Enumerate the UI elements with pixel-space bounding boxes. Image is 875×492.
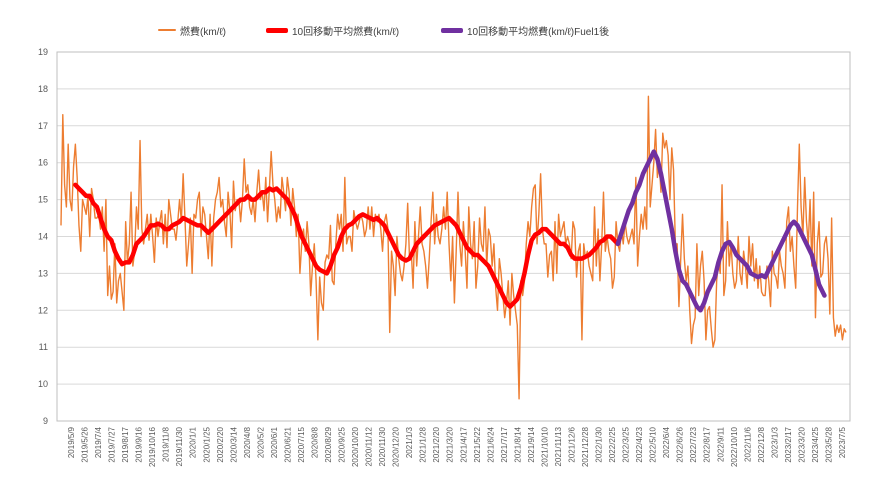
- x-tick-label: 2019/10/16: [148, 426, 157, 467]
- x-tick-label: 2022/6/4: [662, 426, 671, 458]
- x-tick-label: 2022/10/10: [730, 426, 739, 467]
- x-tick-label: 2023/3/20: [797, 426, 806, 462]
- x-tick-label: 2022/7/23: [689, 426, 698, 462]
- x-tick-label: 2019/5/9: [67, 426, 76, 458]
- x-tick-label: 2021/3/20: [446, 426, 455, 462]
- x-tick-label: 2020/6/21: [283, 426, 292, 462]
- x-tick-label: 2020/1/25: [202, 426, 211, 462]
- legend-swatch: [158, 29, 176, 31]
- y-tick-label: 14: [38, 232, 48, 242]
- x-tick-label: 2022/9/11: [716, 426, 725, 462]
- x-tick-label: 2023/7/5: [838, 426, 847, 458]
- x-tick-label: 2022/12/8: [757, 426, 766, 462]
- x-tick-label: 2022/11/6: [743, 426, 752, 462]
- y-tick-label: 18: [38, 84, 48, 94]
- x-tick-label: 2023/4/25: [811, 426, 820, 462]
- x-tick-label: 2021/4/17: [459, 426, 468, 462]
- x-tick-label: 2021/8/14: [513, 426, 522, 462]
- x-tick-label: 2020/5/2: [256, 426, 265, 458]
- x-tick-label: 2019/9/16: [135, 426, 144, 462]
- x-tick-label: 2020/8/29: [324, 426, 333, 462]
- y-tick-label: 9: [43, 416, 48, 426]
- x-tick-label: 2020/1/1: [189, 426, 198, 458]
- legend-label: 10回移動平均燃費(km/ℓ): [292, 26, 400, 38]
- x-tick-label: 2020/3/14: [229, 426, 238, 462]
- legend-item-fuel-economy: 燃費(km/ℓ): [158, 20, 226, 40]
- x-tick-label: 2019/11/30: [175, 426, 184, 466]
- x-tick-label: 2022/5/10: [649, 426, 658, 462]
- y-tick-label: 15: [38, 195, 48, 205]
- x-tick-label: 2021/12/28: [581, 426, 590, 467]
- x-tick-label: 2022/6/26: [676, 426, 685, 462]
- plot-area: [56, 51, 851, 422]
- x-tick-label: 2020/11/12: [365, 426, 374, 466]
- x-tick-label: 2021/7/17: [500, 426, 509, 462]
- x-tick-label: 2023/2/17: [784, 426, 793, 462]
- x-tick-label: 2021/12/6: [567, 426, 576, 462]
- x-tick-label: 2019/11/8: [162, 426, 171, 462]
- legend: 燃費(km/ℓ) 10回移動平均燃費(km/ℓ) 10回移動平均燃費(km/ℓ)Fu…: [0, 20, 875, 40]
- x-tick-label: 2023/1/3: [770, 426, 779, 458]
- x-tick-label: 2021/10/10: [540, 426, 549, 467]
- series-line-moving-average-fuel1: [615, 149, 827, 313]
- x-tick-label: 2022/8/17: [703, 426, 712, 462]
- x-tick-label: 2020/9/25: [338, 426, 347, 462]
- x-tick-label: 2021/11/13: [554, 426, 563, 466]
- x-tick-label: 2023/5/28: [824, 426, 833, 462]
- x-tick-label: 2022/4/23: [635, 426, 644, 462]
- x-tick-label: 2021/1/28: [419, 426, 428, 462]
- x-tick-label: 2021/1/3: [405, 426, 414, 458]
- x-tick-label: 2020/12/20: [392, 426, 401, 467]
- x-tick-label: 2020/4/8: [243, 426, 252, 458]
- x-tick-label: 2020/10/20: [351, 426, 360, 467]
- y-tick-label: 19: [38, 47, 48, 57]
- legend-label: 10回移動平均燃費(km/ℓ)Fuel1後: [467, 26, 610, 38]
- series-line-fuel-economy: [60, 95, 847, 400]
- x-tick-label: 2022/1/30: [595, 426, 604, 462]
- x-tick-label: 2021/2/20: [432, 426, 441, 462]
- legend-swatch: [441, 27, 463, 33]
- y-tick-label: 16: [38, 158, 48, 168]
- x-tick-label: 2022/3/25: [622, 426, 631, 462]
- x-tick-label: 2020/2/20: [216, 426, 225, 462]
- y-tick-label: 12: [38, 305, 48, 315]
- x-tick-label: 2022/2/25: [608, 426, 617, 462]
- legend-label: 燃費(km/ℓ): [180, 26, 227, 38]
- x-tick-label: 2020/8/8: [310, 426, 319, 458]
- x-tick-label: 2021/6/24: [486, 426, 495, 462]
- y-tick-label: 10: [38, 379, 48, 389]
- series-line-moving-average: [73, 182, 621, 309]
- x-tick-label: 2019/8/17: [121, 426, 130, 462]
- x-tick-label: 2020/6/1: [270, 426, 279, 458]
- x-tick-label: 2021/5/22: [473, 426, 482, 462]
- x-tick-label: 2020/11/30: [378, 426, 387, 466]
- y-tick-label: 11: [39, 342, 48, 352]
- x-tick-label: 2020/7/15: [297, 426, 306, 462]
- x-tick-label: 2019/7/4: [94, 426, 103, 458]
- legend-item-moving-average-fuel1: 10回移動平均燃費(km/ℓ)Fuel1後: [441, 20, 609, 40]
- x-tick-label: 2019/7/27: [108, 426, 117, 462]
- y-tick-label: 13: [38, 268, 48, 278]
- x-tick-label: 2019/5/26: [81, 426, 90, 462]
- x-tick-label: 2021/9/14: [527, 426, 536, 462]
- legend-item-moving-average: 10回移動平均燃費(km/ℓ): [266, 20, 399, 40]
- legend-swatch: [266, 27, 288, 33]
- y-tick-label: 17: [38, 121, 48, 131]
